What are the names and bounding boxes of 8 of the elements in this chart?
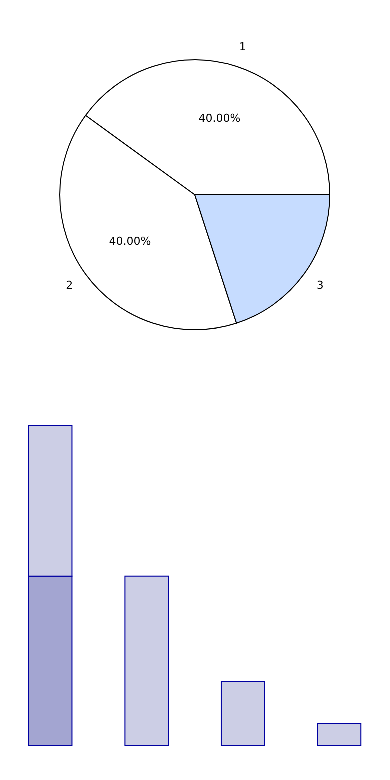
data-label: 40.00% [198,112,241,125]
data-label: 40.00% [109,235,152,248]
bar [317,723,362,746]
slice-label: 2 [66,279,74,292]
slice-label: 1 [239,40,246,54]
bar [124,576,170,746]
slice-label: 3 [316,279,324,292]
bar [220,682,266,746]
